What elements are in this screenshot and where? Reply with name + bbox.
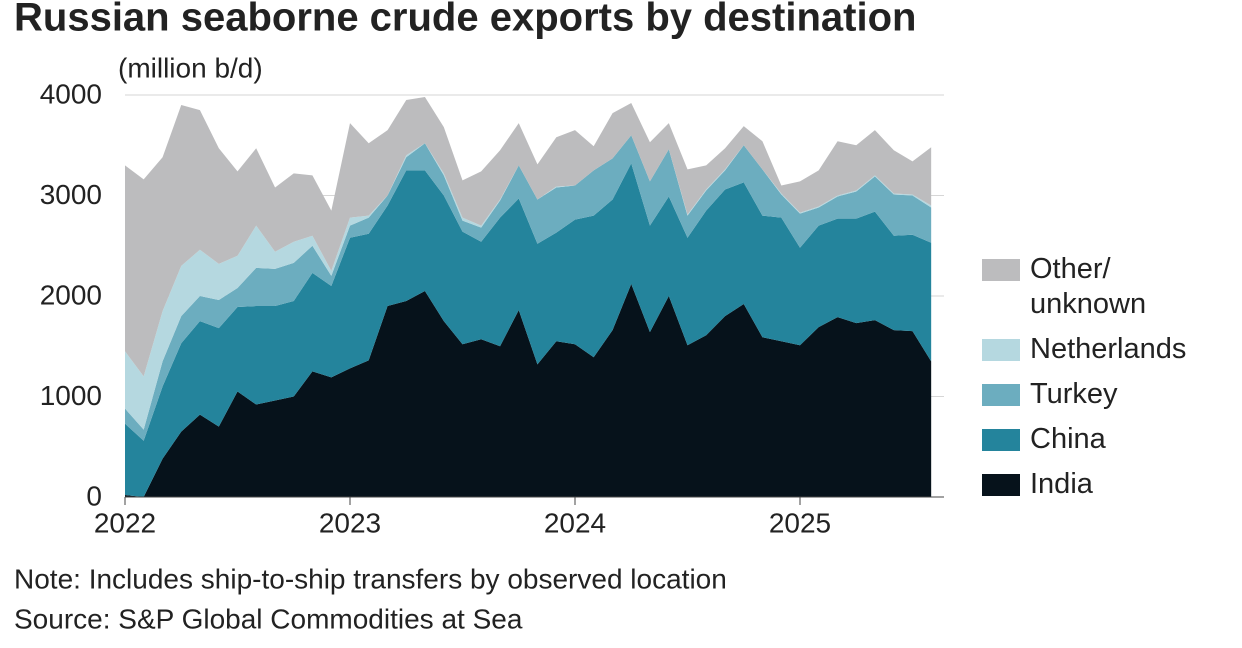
legend-swatch (982, 339, 1020, 361)
legend-swatch (982, 474, 1020, 496)
legend-label: Netherlands (1030, 333, 1187, 365)
legend-swatch (982, 384, 1020, 406)
legend-swatch (982, 259, 1020, 281)
note: Note: Includes ship-to-ship transfers by… (14, 563, 727, 594)
legend-label: Other/ unknown (1030, 253, 1147, 320)
x-tick-label: 2022 (94, 507, 156, 538)
legend-item: Turkey (982, 377, 1232, 412)
legend-item: Netherlands (982, 332, 1232, 367)
y-tick-label: 0 (86, 480, 102, 511)
axes: 0 1000 2000 3000 4000 2022 2023 2024 2025 (40, 78, 944, 538)
area (125, 97, 932, 377)
legend-label: Turkey (1030, 378, 1118, 410)
x-tick-label: 2023 (319, 507, 381, 538)
legend-label: India (1030, 468, 1093, 500)
y-tick-label: 3000 (40, 179, 102, 210)
y-tick-label: 2000 (40, 279, 102, 310)
chart-title: Russian seaborne crude exports by destin… (14, 0, 916, 40)
source: Source: S&P Global Commodities at Sea (14, 603, 523, 634)
legend-label: China (1030, 423, 1106, 455)
areas (125, 97, 932, 497)
y-tick-label: 4000 (40, 78, 102, 109)
x-tick-label: 2025 (769, 507, 831, 538)
area (125, 163, 932, 497)
area (125, 283, 932, 497)
y-tick-label: 1000 (40, 380, 102, 411)
legend-item: India (982, 467, 1232, 502)
legend-item: Other/ unknown (982, 252, 1232, 322)
y-axis-label: (million b/d) (118, 52, 263, 83)
x-tick-label: 2024 (544, 507, 606, 538)
legend-swatch (982, 429, 1020, 451)
legend-item: China (982, 422, 1232, 457)
legend: Other/ unknown Netherlands Turkey China Indi… (982, 252, 1232, 512)
area (125, 135, 932, 441)
